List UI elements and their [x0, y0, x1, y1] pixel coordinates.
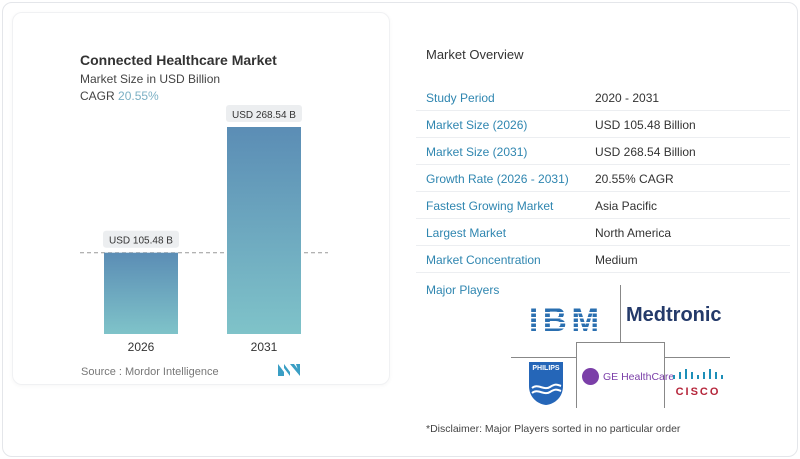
- overview-title: Market Overview: [426, 47, 524, 62]
- data-label: USD 105.48 B: [109, 236, 173, 247]
- row-value: North America: [595, 226, 672, 240]
- mordor-logo: [278, 364, 300, 376]
- svg-text:PHILIPS: PHILIPS: [532, 365, 560, 372]
- row-value: USD 268.54 Billion: [595, 145, 696, 159]
- philips-logo: PHILIPS: [529, 362, 563, 405]
- overview-row: Market Concentration Medium: [416, 246, 790, 273]
- overview-row: Largest Market North America: [416, 219, 790, 246]
- cagr-value: 20.55%: [118, 89, 159, 103]
- row-value: Asia Pacific: [595, 199, 658, 213]
- chart-title: Connected Healthcare Market: [80, 52, 277, 68]
- x-tick-label: 2031: [251, 340, 278, 354]
- cagr-label: CAGR: [80, 89, 115, 103]
- bar-2031: [227, 127, 301, 334]
- chart-card: [12, 12, 390, 385]
- ibm-logo: IBM: [528, 303, 600, 333]
- overview-row: Study Period 2020 - 2031: [416, 84, 790, 111]
- overview-row: Growth Rate (2026 - 2031) 20.55% CAGR: [416, 165, 790, 192]
- row-label: Market Size (2026): [426, 118, 528, 132]
- row-value: 2020 - 2031: [595, 91, 660, 105]
- data-label-bg: [103, 230, 179, 248]
- row-label: Fastest Growing Market: [426, 199, 554, 213]
- row-value: Medium: [595, 253, 638, 267]
- row-label: Market Size (2031): [426, 145, 528, 159]
- cisco-logo: CISCO: [672, 368, 724, 398]
- overview-row: Fastest Growing Market Asia Pacific: [416, 192, 790, 219]
- ge-icon: [582, 368, 599, 385]
- major-players-title: Major Players: [426, 283, 500, 297]
- source: Source : Mordor Intelligence: [81, 366, 219, 378]
- row-label: Market Concentration: [426, 253, 541, 267]
- row-label: Largest Market: [426, 226, 507, 240]
- overview-row: Market Size (2026) USD 105.48 Billion: [416, 111, 790, 138]
- row-value: USD 105.48 Billion: [595, 118, 696, 132]
- row-label: Study Period: [426, 91, 495, 105]
- chart-subtitle: Market Size in USD Billion: [80, 72, 221, 86]
- data-label: USD 268.54 B: [232, 110, 296, 121]
- row-label: Growth Rate (2026 - 2031): [426, 172, 569, 186]
- x-tick-label: 2026: [128, 340, 155, 354]
- ge-healthcare-logo: GE HealthCare: [582, 368, 674, 385]
- bar-2026: [104, 252, 178, 334]
- disclaimer: *Disclaimer: Major Players sorted in no …: [426, 423, 681, 435]
- bar-chart: USD 105.48 B 2026 USD 268.54 B 2031: [80, 105, 328, 354]
- row-value: 20.55% CAGR: [595, 172, 674, 186]
- cagr: CAGR 20.55%: [80, 89, 159, 103]
- data-label-bg: [226, 105, 302, 122]
- overview-row: Market Size (2031) USD 268.54 Billion: [416, 138, 790, 165]
- medtronic-logo: Medtronic: [626, 304, 722, 326]
